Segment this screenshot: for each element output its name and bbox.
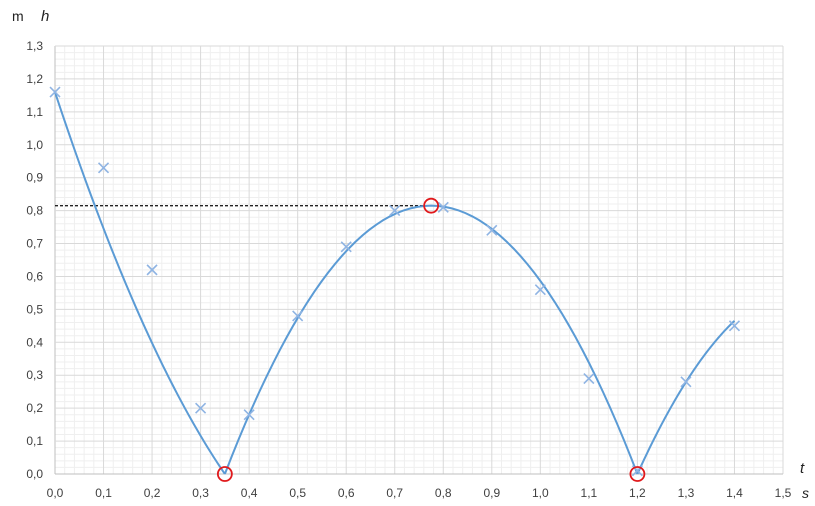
y-axis-unit: m — [12, 8, 24, 24]
y-tick-label: 0,0 — [26, 467, 43, 481]
data-point-marker — [437, 201, 449, 213]
highlight-circle — [216, 466, 233, 482]
highlight-circle — [423, 197, 440, 214]
data-point-marker — [583, 372, 595, 385]
x-tick-label: 0,2 — [144, 486, 161, 500]
fit-curve-segment-2 — [223, 204, 639, 475]
x-tick-label: 0,8 — [435, 486, 452, 500]
marker-stroke — [195, 402, 207, 414]
marker-stroke — [292, 310, 304, 322]
x-tick-label: 0,7 — [386, 486, 403, 500]
data-point-marker — [292, 310, 304, 322]
y-tick-label: 0,2 — [26, 401, 43, 415]
data-point-marker — [146, 264, 158, 276]
y-tick-label: 0,7 — [26, 237, 43, 251]
data-point-marker — [534, 284, 546, 296]
marker-stroke — [680, 376, 692, 388]
x-tick-label: 0,1 — [95, 486, 112, 500]
data-point-marker — [97, 162, 110, 174]
x-axis-unit: s — [802, 485, 809, 501]
x-tick-label: 0,5 — [289, 486, 306, 500]
marker-group — [49, 86, 741, 477]
highlight-circle — [629, 466, 646, 482]
y-tick-label: 0,1 — [26, 434, 43, 448]
marker-stroke — [146, 264, 158, 276]
y-tick-label: 0,9 — [26, 171, 43, 185]
y-tick-label: 0,5 — [26, 302, 43, 316]
x-tick-label: 0,9 — [483, 486, 500, 500]
x-tick-label: 1,2 — [629, 486, 646, 500]
y-tick-label: 1,1 — [26, 105, 43, 119]
highlight-group — [216, 197, 646, 482]
data-point-marker — [680, 376, 692, 388]
x-tick-label: 0,3 — [192, 486, 209, 500]
data-point-marker — [243, 409, 255, 421]
data-point-marker — [195, 402, 207, 414]
data-point-marker — [49, 86, 61, 98]
x-axis-label: t — [800, 460, 805, 477]
x-tick-label: 1,3 — [678, 486, 695, 500]
marker-stroke — [49, 86, 61, 98]
y-tick-label: 1,3 — [26, 39, 43, 53]
y-axis-label: h — [41, 8, 49, 25]
marker-stroke — [97, 162, 110, 174]
marker-stroke — [243, 409, 255, 421]
x-tick-label: 1,0 — [532, 486, 549, 500]
y-tick-label: 1,0 — [26, 138, 43, 152]
marker-stroke — [728, 320, 741, 332]
data-point-marker — [340, 241, 352, 253]
marker-stroke — [340, 241, 352, 253]
data-point-marker — [486, 224, 498, 236]
data-point-marker — [728, 320, 741, 332]
x-tick-label: 1,4 — [726, 486, 743, 500]
marker-stroke — [389, 205, 401, 217]
major-grid — [54, 45, 784, 475]
fit-curve-segment-1 — [54, 91, 226, 475]
marker-stroke — [486, 224, 498, 236]
y-tick-label: 0,3 — [26, 368, 43, 382]
x-tick-labels: 0,0 0,1 0,2 0,3 0,4 0,5 0,6 0,7 0,8 0,9 1,0 1,1 1,2 1… — [47, 486, 792, 500]
x-tick-label: 1,1 — [581, 486, 598, 500]
y-tick-label: 0,4 — [26, 335, 43, 349]
marker-stroke — [583, 372, 595, 385]
x-tick-label: 1,5 — [775, 486, 792, 500]
y-tick-label: 0,8 — [26, 204, 43, 218]
y-tick-labels: 0,0 0,1 0,2 0,3 0,4 0,5 0,6 0,7 0,8 0,9 1,0 1,1 1,2 1… — [26, 39, 43, 481]
x-tick-label: 0,0 — [47, 486, 64, 500]
marker-stroke — [437, 201, 449, 213]
x-tick-label: 0,6 — [338, 486, 355, 500]
marker-stroke — [534, 284, 546, 296]
y-tick-label: 0,6 — [26, 269, 43, 283]
x-tick-label: 0,4 — [241, 486, 258, 500]
data-point-marker — [389, 205, 401, 217]
minor-grid — [55, 46, 783, 474]
y-tick-label: 1,2 — [26, 72, 43, 86]
